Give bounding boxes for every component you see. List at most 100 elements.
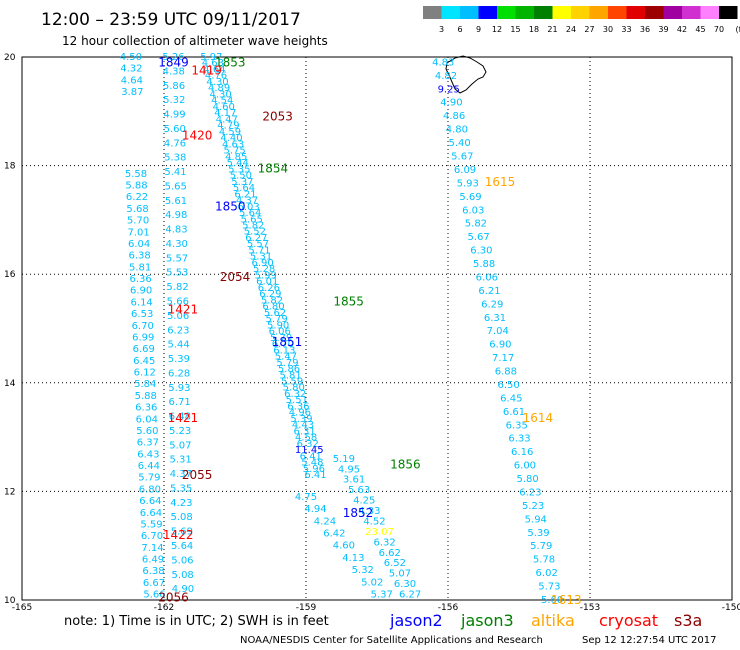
swh-value: 5.99 — [255, 270, 277, 281]
units-note: note: 1) Time is in UTC; 2) SWH is in fe… — [64, 614, 329, 629]
swh-value: 6.26 — [258, 283, 280, 294]
pass-time-label: 2054 — [220, 270, 251, 284]
swh-value: 5.38 — [164, 153, 186, 164]
swh-value: 3.61 — [343, 475, 365, 486]
swh-value: 6.45 — [133, 356, 155, 367]
satellite-legend-s3a: s3a — [674, 611, 702, 630]
swh-value: 5.62 — [264, 308, 286, 319]
swh-value: 4.32 — [120, 64, 142, 75]
swh-value: 5.69 — [459, 192, 481, 203]
swh-value: 5.66 — [167, 296, 189, 307]
swh-value: 5.31 — [169, 455, 191, 466]
colorbar-swatch — [682, 6, 701, 19]
swh-value: 5.53 — [166, 268, 188, 279]
swh-value: 5.68 — [126, 204, 148, 215]
swh-value: 4.64 — [203, 64, 225, 75]
swh-value: 6.22 — [126, 192, 148, 203]
swh-value: 6.01 — [256, 277, 278, 288]
swh-value: 4.95 — [338, 464, 360, 475]
swh-value: 6.61 — [503, 407, 525, 418]
swh-value: 5.57 — [247, 239, 269, 250]
swh-value: 4.64 — [121, 75, 143, 86]
colorbar-unit: (ft) — [735, 25, 740, 34]
swh-value: 5.44 — [227, 158, 249, 169]
pass-time-label: 1420 — [182, 129, 213, 143]
swh-value: 6.27 — [399, 590, 421, 601]
colorbar-label: 39 — [658, 25, 668, 34]
swh-value: 6.13 — [273, 345, 295, 356]
pass-time-label: 1615 — [485, 175, 516, 189]
swh-value: 6.29 — [481, 299, 503, 310]
swh-value: 6.80 — [139, 484, 161, 495]
swh-value: 5.39 — [527, 528, 549, 539]
swh-value: 5.35 — [228, 164, 250, 175]
colorbar-swatch — [478, 6, 497, 19]
swh-value: 5.90 — [267, 320, 289, 331]
swh-value: 5.86 — [278, 364, 300, 375]
pass-time-label: 1614 — [523, 411, 554, 425]
swh-value: 6.44 — [138, 461, 160, 472]
swh-value: 6.09 — [454, 165, 476, 176]
swh-value: 5.88 — [135, 391, 157, 402]
swh-value: 4.37 — [236, 196, 258, 207]
swh-value: 6.29 — [259, 289, 281, 300]
swh-value: 4.30 — [166, 239, 188, 250]
swh-value: 5.37 — [371, 590, 393, 601]
swh-value: 5.73 — [538, 582, 560, 593]
swh-value: 5.80 — [517, 474, 539, 485]
timestamp: Sep 12 12:27:54 UTC 2017 — [582, 635, 716, 646]
swh-value: 5.96 — [303, 464, 325, 475]
swh-value: 3.87 — [121, 87, 143, 98]
y-tick-label: 16 — [4, 270, 16, 280]
swh-value: 5.78 — [533, 555, 555, 566]
swh-value: 4.50 — [120, 52, 142, 63]
swh-value: 4.98 — [165, 210, 187, 221]
pass-time-label: 1853 — [215, 55, 246, 69]
pass-time-label: 1419 — [191, 64, 222, 78]
satellite-legend-jason2: jason2 — [389, 611, 443, 630]
swh-value: 4.58 — [295, 433, 317, 444]
swh-value: 4.94 — [304, 504, 326, 515]
swh-value: 6.36 — [287, 401, 309, 412]
swh-value: 11.45 — [295, 445, 324, 456]
swh-value: 5.35 — [170, 483, 192, 494]
y-tick-label: 18 — [4, 162, 16, 172]
swh-value: 6.30 — [470, 246, 492, 257]
pass-time-label: 1421 — [168, 411, 199, 425]
swh-value: 5.71 — [248, 245, 270, 256]
swh-value: 5.79 — [530, 541, 552, 552]
swh-value: 4.79 — [217, 121, 239, 132]
swh-value: 5.51 — [286, 395, 308, 406]
swh-value: 4.90 — [172, 584, 194, 595]
colorbar-swatch — [552, 6, 571, 19]
x-tick-label: -153 — [580, 603, 600, 613]
swh-value: 5.23 — [169, 426, 191, 437]
swh-value: 6.30 — [394, 579, 416, 590]
swh-value: 4.82 — [435, 71, 457, 82]
swh-value: 5.82 — [166, 282, 188, 293]
swh-value: 6.53 — [131, 309, 153, 320]
swh-value: 6.04 — [128, 239, 150, 250]
swh-value: 5.40 — [448, 138, 470, 149]
swh-value: 4.63 — [202, 58, 224, 69]
swh-value: 4.80 — [446, 125, 468, 136]
y-tick-label: 14 — [4, 379, 16, 389]
swh-value: 6.12 — [134, 368, 156, 379]
colorbar-label: 27 — [584, 25, 594, 34]
swh-value: 6.00 — [514, 461, 536, 472]
x-tick-label: -156 — [438, 603, 459, 613]
pass-time-label: 2055 — [182, 468, 213, 482]
swh-value: 6.41 — [304, 470, 326, 481]
colorbar-swatch — [645, 6, 664, 19]
swh-value: 6.71 — [168, 397, 190, 408]
swh-value: 4.60 — [333, 541, 355, 552]
swh-value: 6.23 — [519, 487, 541, 498]
swh-value: 5.41 — [164, 167, 186, 178]
swh-value: 4.83 — [165, 225, 187, 236]
swh-value: 5.80 — [283, 383, 305, 394]
colorbar-label: 6 — [457, 25, 462, 34]
swh-value: 5.60 — [164, 124, 186, 135]
swh-value: 5.59 — [281, 377, 303, 388]
swh-value: 6.03 — [238, 202, 260, 213]
